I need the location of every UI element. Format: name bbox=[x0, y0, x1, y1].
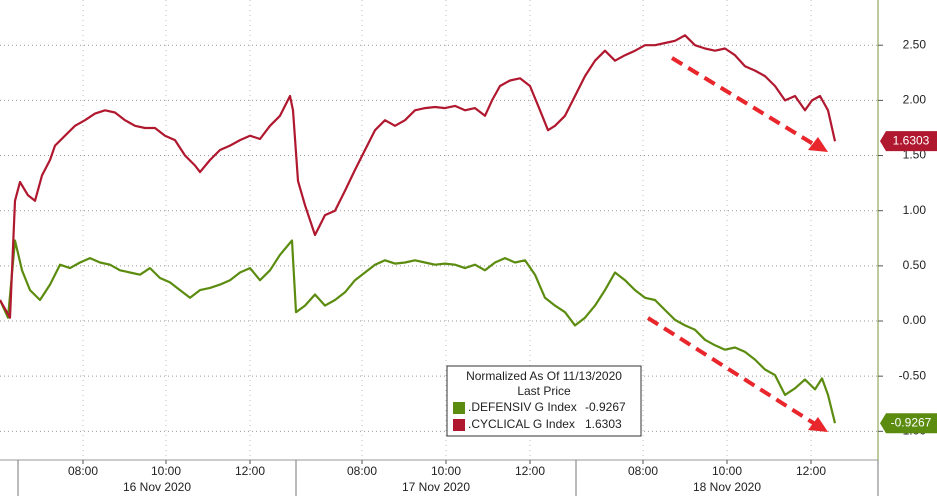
x-tick-label: 08:00 bbox=[347, 464, 377, 478]
legend-swatch bbox=[453, 419, 465, 431]
x-tick-label: 10:00 bbox=[712, 464, 742, 478]
legend-title: Normalized As Of 11/13/2020 bbox=[466, 369, 622, 383]
x-tick-label: 12:00 bbox=[796, 464, 826, 478]
arrow-head bbox=[808, 417, 828, 432]
legend-value: 1.6303 bbox=[585, 417, 622, 431]
last-value-label: -0.9267 bbox=[891, 415, 932, 429]
x-tick-label: 12:00 bbox=[515, 464, 545, 478]
arrow-head bbox=[808, 137, 828, 152]
arrow-line bbox=[670, 56, 817, 147]
legend-subtitle: Last Price bbox=[517, 384, 571, 398]
y-tick-label: 1.00 bbox=[903, 203, 927, 217]
day-label: 18 Nov 2020 bbox=[693, 480, 761, 494]
y-tick-label: 0.50 bbox=[903, 258, 927, 272]
legend-value: -0.9267 bbox=[585, 400, 626, 414]
x-tick-label: 12:00 bbox=[235, 464, 265, 478]
series-line bbox=[0, 239, 837, 424]
grid bbox=[0, 0, 878, 460]
y-tick-label: 1.50 bbox=[903, 148, 927, 162]
legend-label: .DEFENSIV G Index bbox=[468, 400, 577, 414]
series-line bbox=[0, 34, 837, 319]
y-tick-label: 2.50 bbox=[903, 37, 927, 51]
x-tick-label: 10:00 bbox=[431, 464, 461, 478]
last-value-tag bbox=[880, 413, 937, 434]
day-label: 16 Nov 2020 bbox=[123, 480, 191, 494]
lines bbox=[0, 34, 837, 424]
x-tick-label: 08:00 bbox=[68, 464, 98, 478]
legend-label: .CYCLICAL G Index bbox=[468, 417, 575, 431]
y-tick-label: 2.00 bbox=[903, 93, 927, 107]
day-label: 17 Nov 2020 bbox=[402, 480, 470, 494]
legend-swatch bbox=[453, 402, 465, 414]
last-value-tag bbox=[880, 131, 937, 152]
last-value-label: 1.6303 bbox=[893, 133, 930, 147]
y-tick-label: -0.50 bbox=[899, 368, 927, 382]
legend: Normalized As Of 11/13/2020 Last Price .… bbox=[446, 365, 642, 437]
x-tick-label: 10:00 bbox=[151, 464, 181, 478]
y-tick-label: 0.00 bbox=[903, 313, 927, 327]
x-tick-label: 08:00 bbox=[628, 464, 658, 478]
legend-box bbox=[446, 365, 642, 437]
annotation-arrows bbox=[646, 56, 828, 432]
arrow-line bbox=[646, 316, 817, 426]
